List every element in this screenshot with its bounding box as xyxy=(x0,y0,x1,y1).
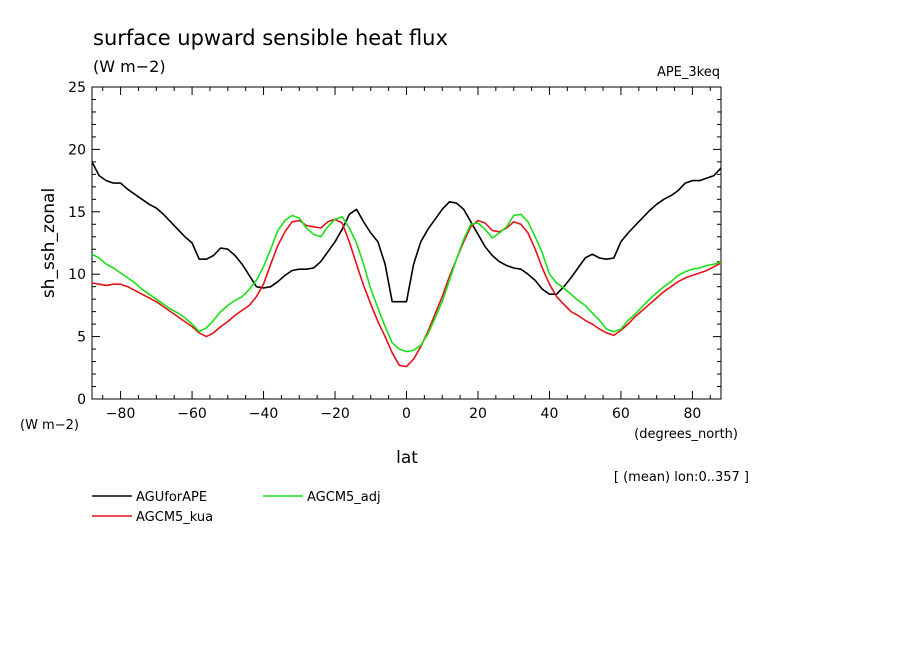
y-tick-label: 15 xyxy=(68,205,86,221)
series-line-aguforape xyxy=(91,161,722,303)
legend-label: AGCM5_adj xyxy=(307,490,381,505)
footnote: [ (mean) lon:0..357 ] xyxy=(614,470,749,485)
x-axis-unit: (degrees_north) xyxy=(634,427,738,442)
legend: AGUforAPE AGCM5_kua AGCM5_adj xyxy=(92,490,381,525)
series-lines xyxy=(91,161,722,368)
chart-subtitle-units: (W m−2) xyxy=(93,57,166,76)
legend-label: AGUforAPE xyxy=(136,490,207,505)
x-axis-label: lat xyxy=(396,448,418,468)
x-tick-labels: −80 −60 −40 −20 0 20 40 60 80 xyxy=(106,406,702,422)
x-tick-label: 60 xyxy=(612,406,630,422)
y-tick-label: 10 xyxy=(68,267,86,283)
x-tick-label: −60 xyxy=(177,406,207,422)
chart-title: surface upward sensible heat flux xyxy=(93,26,448,50)
y-axis-label: sh_ssh_zonal xyxy=(39,188,59,298)
series-line-agcm5-kua xyxy=(91,218,722,368)
y-axis-unit: (W m−2) xyxy=(20,418,79,433)
x-tick-label: 80 xyxy=(683,406,701,422)
x-tick-label: 20 xyxy=(469,406,487,422)
y-tick-label: 5 xyxy=(77,330,86,346)
x-tick-label: 0 xyxy=(402,406,411,422)
x-tick-label: −40 xyxy=(249,406,279,422)
series-line-agcm5-adj xyxy=(91,213,722,353)
dataset-label: APE_3keq xyxy=(657,65,720,80)
y-tick-labels: 0 5 10 15 20 25 xyxy=(68,80,86,408)
y-tick-label: 20 xyxy=(68,142,86,158)
y-tick-label: 0 xyxy=(77,392,86,408)
legend-label: AGCM5_kua xyxy=(136,510,213,525)
x-tick-label: −80 xyxy=(106,406,136,422)
x-tick-label: 40 xyxy=(541,406,559,422)
axis-ticks xyxy=(92,86,721,400)
x-tick-label: −20 xyxy=(320,406,350,422)
y-tick-label: 25 xyxy=(68,80,86,96)
